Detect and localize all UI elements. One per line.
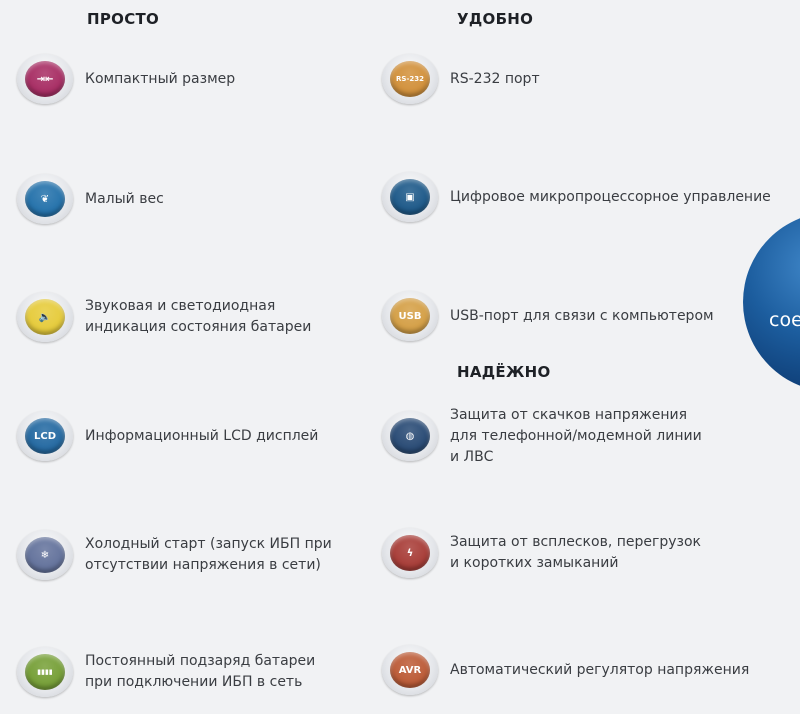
feature-item: USB USB-порт для связи с компьютером: [382, 291, 714, 341]
feature-text-line: USB-порт для связи с компьютером: [450, 307, 714, 324]
icon-ring: LCD: [17, 411, 73, 461]
feature-item: 🔈 Звуковая и светодиодная индикация состоя…: [17, 292, 311, 342]
feature-text: Цифровое микропроцессорное управление: [450, 187, 771, 208]
icon-ring: RS-232: [382, 54, 438, 104]
feature-item: ▣ Цифровое микропроцессорное управление: [382, 172, 771, 222]
feature-text-line: Малый вес: [85, 190, 164, 207]
feature-text-line: и коротких замыканий: [450, 555, 619, 571]
snowflake-icon: ❄: [25, 537, 65, 573]
feature-text-line: Постоянный подзаряд батареи: [85, 653, 316, 669]
feature-item: ⇥⇤ Компактный размер: [17, 54, 235, 104]
feature-text: Защита от скачков напряжения для телефонн…: [450, 405, 702, 468]
icon-ring: 🔈: [17, 292, 73, 342]
feature-text: Компактный размер: [85, 69, 235, 90]
feature-text-line: Холодный старт (запуск ИБП при: [85, 536, 332, 552]
feature-text-line: Защита от всплесков, перегрузок: [450, 534, 701, 550]
speaker-icon: 🔈: [25, 299, 65, 335]
feature-item: AVR Автоматический регулятор напряжения: [382, 645, 749, 695]
microprocessor-icon: ▣: [390, 179, 430, 215]
feature-text-line: Звуковая и светодиодная: [85, 298, 276, 314]
feature-item: RS-232 RS-232 порт: [382, 54, 540, 104]
globe-protection-icon: ◍: [390, 418, 430, 454]
feature-text-line: и ЛВС: [450, 448, 494, 465]
icon-ring: ❦: [17, 174, 73, 224]
feature-text-line: при подключении ИБП в сеть: [85, 674, 303, 690]
compact-size-icon: ⇥⇤: [25, 61, 65, 97]
feature-text: Звуковая и светодиодная индикация состоян…: [85, 296, 311, 338]
lcd-icon: LCD: [25, 418, 65, 454]
icon-ring: ▣: [382, 172, 438, 222]
section-heading-simple: ПРОСТО: [87, 10, 160, 28]
icon-ring: ❄: [17, 530, 73, 580]
feature-text: USB-порт для связи с компьютером: [450, 306, 714, 327]
rs232-port-icon: RS-232: [390, 61, 430, 97]
feather-icon: ❦: [25, 181, 65, 217]
feature-text-line: отсутствии напряжения в сети): [85, 557, 321, 573]
feature-text-line: для телефонной/модемной линии: [450, 427, 702, 444]
icon-ring: ⇥⇤: [17, 54, 73, 104]
surge-shield-icon: ϟ: [390, 535, 430, 571]
feature-text-line: RS-232 порт: [450, 70, 540, 87]
feature-text: RS-232 порт: [450, 69, 540, 90]
feature-text: Защита от всплесков, перегрузок и коротки…: [450, 532, 701, 574]
feature-text-line: индикация состояния батареи: [85, 319, 312, 335]
feature-item: ◍ Защита от скачков напряжения для телефон…: [382, 407, 702, 465]
icon-ring: ▮▮▮▮: [17, 647, 73, 697]
feature-text: Постоянный подзаряд батареи при подключен…: [85, 651, 315, 693]
section-heading-convenient: УДОБНО: [457, 10, 534, 28]
avr-icon: AVR: [390, 652, 430, 688]
feature-item: ❦ Малый вес: [17, 174, 164, 224]
feature-text-line: Компактный размер: [85, 70, 236, 87]
feature-text: Автоматический регулятор напряжения: [450, 660, 749, 681]
feature-item: LCD Информационный LCD дисплей: [17, 411, 318, 461]
feature-text: Информационный LCD дисплей: [85, 426, 318, 447]
feature-item: ❄ Холодный старт (запуск ИБП при отсутстви…: [17, 530, 332, 580]
feature-text-line: Защита от скачков напряжения: [450, 406, 688, 423]
icon-ring: AVR: [382, 645, 438, 695]
blue-badge-circle: сое: [743, 218, 800, 386]
feature-text-line: Автоматический регулятор напряжения: [450, 661, 750, 678]
feature-text: Малый вес: [85, 189, 164, 210]
section-heading-reliable: НАДЁЖНО: [457, 363, 551, 381]
feature-text-line: Цифровое микропроцессорное управление: [450, 188, 771, 205]
feature-item: ▮▮▮▮ Постоянный подзаряд батареи при подкл…: [17, 647, 315, 697]
usb-icon: USB: [390, 298, 430, 334]
icon-ring: ◍: [382, 411, 438, 461]
badge-text: сое: [769, 309, 800, 331]
battery-icon: ▮▮▮▮: [25, 654, 65, 690]
icon-ring: USB: [382, 291, 438, 341]
feature-item: ϟ Защита от всплесков, перегрузок и коротк…: [382, 528, 701, 578]
icon-ring: ϟ: [382, 528, 438, 578]
badge-circle-shape: [743, 218, 800, 386]
feature-text: Холодный старт (запуск ИБП при отсутствии…: [85, 534, 332, 576]
feature-text-line: Информационный LCD дисплей: [85, 427, 319, 444]
